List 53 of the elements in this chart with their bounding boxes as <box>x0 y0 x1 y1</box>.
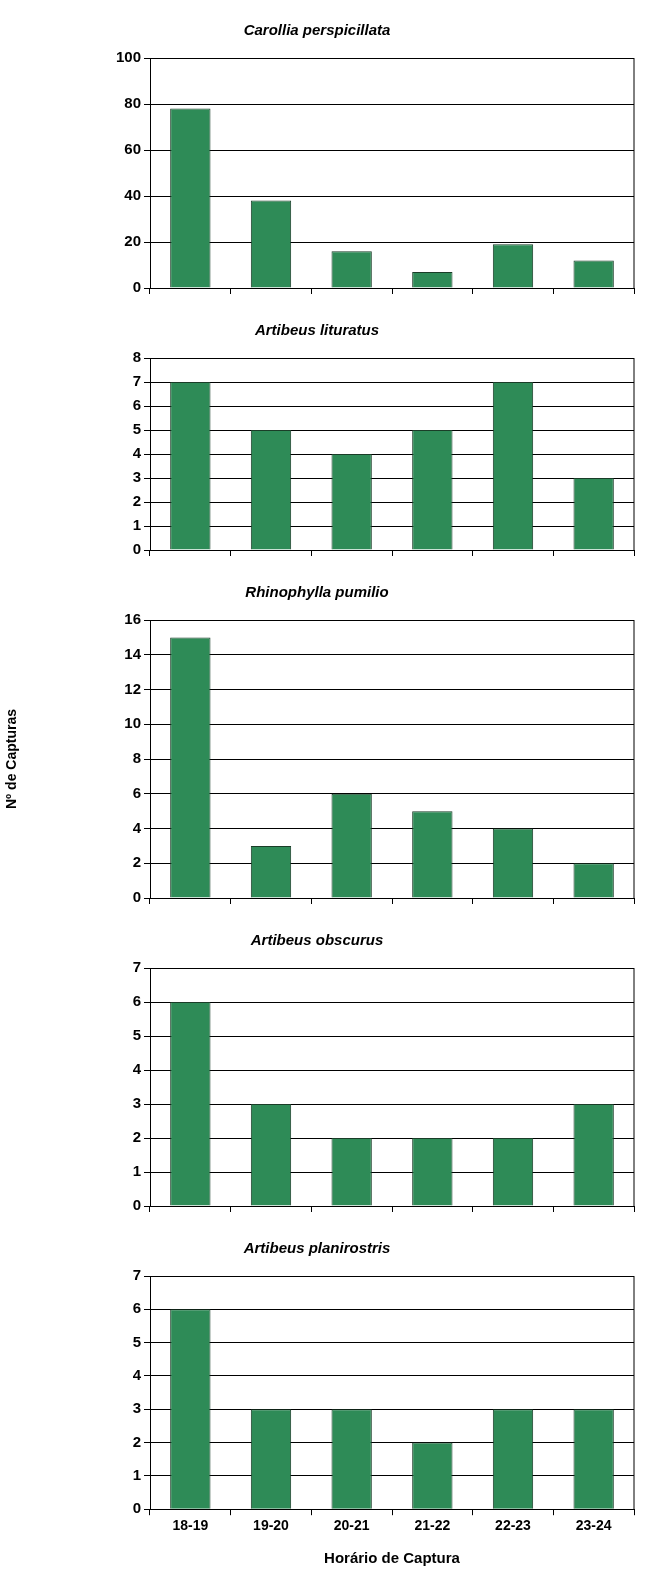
y-tick-label: 14 <box>124 644 142 662</box>
y-tick-label: 0 <box>132 1499 141 1517</box>
y-tick-label: 40 <box>124 186 141 204</box>
y-tick-label: 4 <box>132 1060 142 1078</box>
y-tick-label: 6 <box>132 783 141 801</box>
y-tick-label: 3 <box>132 468 141 486</box>
y-tick-label: 16 <box>124 610 141 628</box>
y-tick-label: 4 <box>132 1366 142 1384</box>
y-tick-label: 8 <box>132 749 141 767</box>
y-tick-label: 12 <box>124 679 141 697</box>
y-tick-label: 6 <box>132 396 141 414</box>
y-tick-label: 4 <box>132 818 142 836</box>
x-axis-title: Horário de Captura <box>324 1549 461 1567</box>
y-tick-label: 3 <box>132 1399 141 1417</box>
x-tick-label: 21-22 <box>414 1517 451 1534</box>
y-tick-label: 5 <box>132 1026 141 1044</box>
y-tick-label: 20 <box>124 232 141 250</box>
chart-title: Artibeus obscurus <box>249 931 384 949</box>
x-tick-label: 19-20 <box>253 1517 290 1534</box>
y-tick-label: 0 <box>132 888 141 906</box>
chart-title: Artibeus planirostris <box>242 1239 391 1257</box>
y-tick-label: 6 <box>132 1299 141 1317</box>
y-tick-label: 0 <box>132 1196 141 1214</box>
y-tick-label: 6 <box>132 992 141 1010</box>
y-tick-label: 1 <box>132 1466 141 1484</box>
y-tick-label: 7 <box>132 958 141 976</box>
y-tick-label: 7 <box>132 372 141 390</box>
y-tick-label: 1 <box>132 1162 141 1180</box>
chart-title: Rhinophylla pumilio <box>245 583 389 601</box>
y-tick-label: 2 <box>132 1432 141 1450</box>
y-tick-label: 3 <box>132 1094 141 1112</box>
y-tick-label: 7 <box>132 1266 141 1284</box>
y-tick-label: 2 <box>132 1128 141 1146</box>
y-tick-label: 60 <box>124 140 141 158</box>
y-tick-label: 0 <box>132 278 141 296</box>
x-tick-label: 22-23 <box>495 1517 532 1534</box>
y-tick-label: 4 <box>132 444 142 462</box>
y-tick-label: 1 <box>132 516 141 534</box>
y-tick-label: 8 <box>132 348 141 366</box>
x-tick-label: 23-24 <box>575 1517 612 1534</box>
x-tick-label: 18-19 <box>172 1517 209 1534</box>
y-tick-label: 5 <box>132 420 141 438</box>
chart-title: Carollia perspicillata <box>243 21 391 39</box>
chart-title: Artibeus lituratus <box>253 321 380 339</box>
y-tick-label: 0 <box>132 540 141 558</box>
x-tick-label: 20-21 <box>333 1517 370 1534</box>
y-tick-label: 100 <box>115 48 141 66</box>
y-tick-label: 80 <box>124 94 141 112</box>
y-tick-label: 2 <box>132 853 141 871</box>
y-tick-label: 5 <box>132 1332 141 1350</box>
y-axis-title: Nº de Capturas <box>3 708 20 810</box>
y-tick-label: 2 <box>132 492 141 510</box>
y-tick-label: 10 <box>124 714 141 732</box>
